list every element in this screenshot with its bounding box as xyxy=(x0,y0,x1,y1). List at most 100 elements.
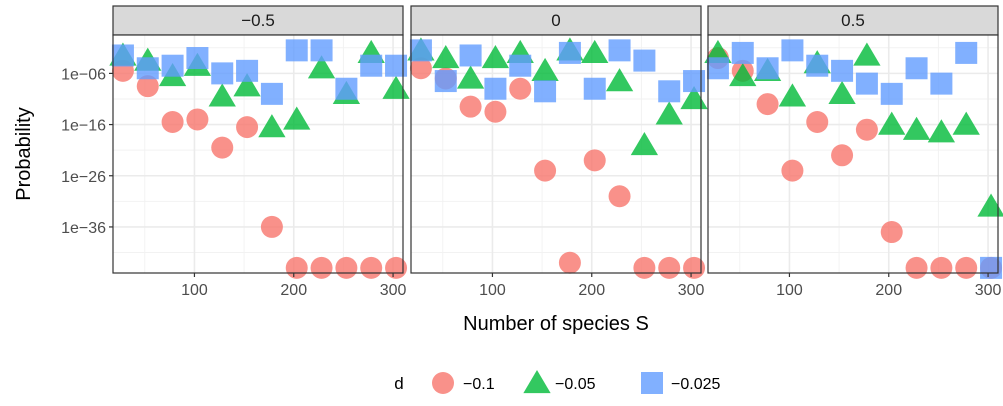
facet-strip xyxy=(707,5,999,36)
x-tick-label: 300 xyxy=(380,282,407,299)
x-axis-title: Number of species S xyxy=(463,313,649,335)
data-point xyxy=(583,149,606,172)
data-point xyxy=(335,77,358,100)
data-point xyxy=(360,256,383,279)
data-point xyxy=(531,57,559,81)
data-point xyxy=(683,256,706,279)
data-point xyxy=(655,101,683,125)
data-point xyxy=(186,47,209,70)
legend-title: d xyxy=(394,374,403,393)
data-point xyxy=(806,54,829,77)
data-point xyxy=(731,41,754,64)
data-point xyxy=(608,185,631,208)
data-point xyxy=(260,215,283,238)
data-point xyxy=(977,193,1003,217)
data-point xyxy=(831,144,854,167)
data-point xyxy=(456,65,485,89)
data-point xyxy=(459,95,482,118)
data-point xyxy=(509,54,532,77)
data-point xyxy=(806,111,829,134)
data-point xyxy=(534,159,557,182)
data-point xyxy=(310,256,333,279)
x-tick-label: 100 xyxy=(181,282,208,299)
data-point xyxy=(385,54,408,77)
data-point xyxy=(930,72,953,95)
data-point xyxy=(310,39,333,62)
y-tick-label: 1e−06 xyxy=(61,66,106,83)
legend-label: −0.05 xyxy=(555,376,596,393)
data-point xyxy=(360,54,383,77)
data-point xyxy=(608,39,631,62)
data-point xyxy=(236,116,259,139)
x-tick-label: 200 xyxy=(875,282,902,299)
data-point xyxy=(558,251,581,274)
data-point xyxy=(706,57,729,80)
x-tick-label: 100 xyxy=(776,282,803,299)
data-point xyxy=(980,256,1003,279)
facet-strip-label: 0.5 xyxy=(841,11,865,30)
data-point xyxy=(853,42,881,66)
data-point xyxy=(208,83,236,107)
data-point xyxy=(136,57,159,80)
data-point xyxy=(581,39,609,64)
data-point xyxy=(955,41,978,64)
data-point xyxy=(952,111,980,135)
data-point xyxy=(778,83,807,107)
data-point xyxy=(905,57,928,80)
data-point xyxy=(335,256,358,279)
data-point xyxy=(729,62,757,87)
data-point xyxy=(855,72,878,95)
x-tick-label: 300 xyxy=(678,282,705,299)
data-point xyxy=(484,100,507,123)
x-tick-label: 300 xyxy=(975,282,1002,299)
data-point xyxy=(385,256,408,279)
data-point xyxy=(186,108,209,131)
data-point xyxy=(283,106,311,130)
panel-border xyxy=(410,34,702,274)
panel-border xyxy=(112,34,404,274)
data-point xyxy=(633,256,656,279)
data-point xyxy=(630,132,659,156)
data-point xyxy=(855,118,878,141)
data-point xyxy=(432,45,460,69)
data-point xyxy=(902,116,931,140)
data-point xyxy=(683,70,706,93)
data-point xyxy=(285,39,308,62)
data-point xyxy=(136,75,159,98)
data-point xyxy=(484,77,507,100)
data-point xyxy=(260,82,283,105)
data-point xyxy=(880,82,903,105)
data-point xyxy=(307,55,336,79)
data-point xyxy=(781,159,804,182)
panel-border xyxy=(707,34,999,274)
facet-strip-label: 0 xyxy=(551,11,560,30)
data-point xyxy=(583,77,606,100)
facet-strip xyxy=(410,5,702,36)
legend-label: −0.1 xyxy=(463,376,495,393)
data-point xyxy=(509,77,532,100)
data-point xyxy=(927,119,956,143)
data-point xyxy=(434,70,457,93)
data-point xyxy=(930,256,953,279)
data-point xyxy=(459,44,482,67)
x-tick-label: 200 xyxy=(280,282,307,299)
data-point xyxy=(558,41,581,64)
data-point xyxy=(828,80,856,105)
legend-key-triangle xyxy=(523,370,551,394)
facet-strip-label: −0.5 xyxy=(241,11,275,30)
data-point xyxy=(756,93,779,116)
legend-key-square xyxy=(641,372,663,394)
data-point xyxy=(905,256,928,279)
facet-strip xyxy=(112,5,404,36)
data-point xyxy=(161,54,184,77)
y-tick-label: 1e−26 xyxy=(61,169,106,186)
x-tick-label: 100 xyxy=(479,282,506,299)
data-point xyxy=(633,49,656,72)
data-point xyxy=(481,45,510,69)
data-point xyxy=(258,114,286,138)
data-point xyxy=(409,39,432,62)
data-point xyxy=(111,44,134,67)
data-point xyxy=(781,39,804,62)
